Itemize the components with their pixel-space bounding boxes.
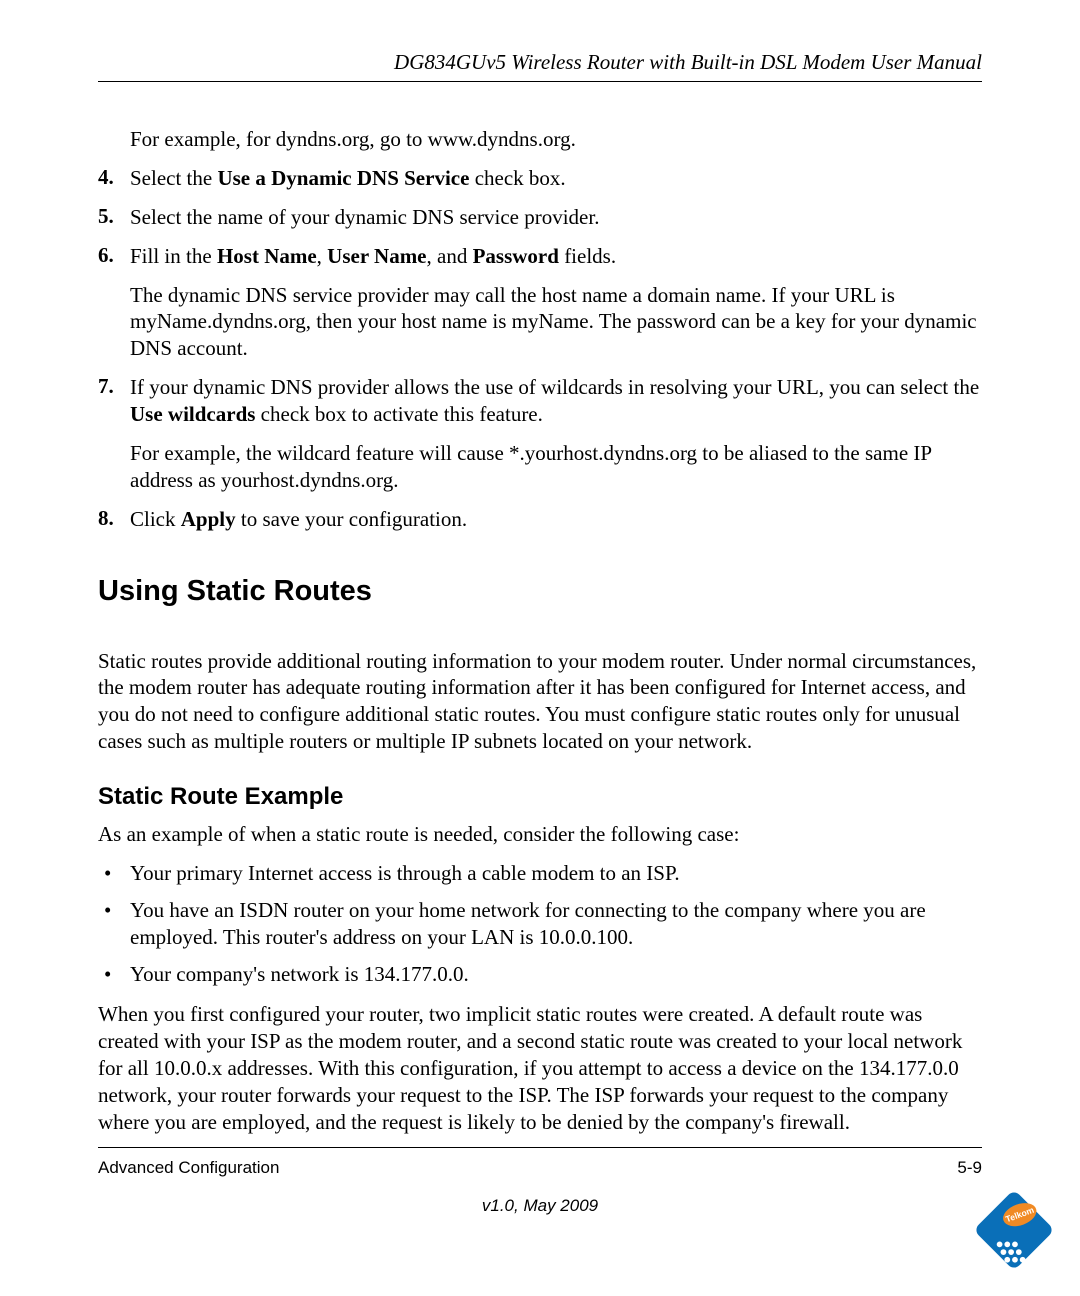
section-paragraph: Static routes provide additional routing… [98, 648, 982, 756]
header-rule [98, 81, 982, 82]
step-item: 7.If your dynamic DNS provider allows th… [98, 374, 982, 494]
bullet-item: •Your primary Internet access is through… [98, 860, 982, 887]
step-item: 8.Click Apply to save your configuration… [98, 506, 982, 533]
subsection-intro: As an example of when a static route is … [98, 821, 982, 848]
intro-paragraph: For example, for dyndns.org, go to www.d… [130, 126, 982, 153]
step-body: Select the Use a Dynamic DNS Service che… [130, 165, 982, 192]
step-number: 4. [98, 165, 130, 190]
step-number: 5. [98, 204, 130, 229]
bullet-marker: • [98, 897, 130, 924]
step-paragraph: Select the name of your dynamic DNS serv… [130, 204, 982, 231]
bullet-item: •Your company's network is 134.177.0.0. [98, 961, 982, 988]
step-body: Click Apply to save your configuration. [130, 506, 982, 533]
footer-left: Advanced Configuration [98, 1158, 279, 1178]
bullet-marker: • [98, 860, 130, 887]
footer-right: 5-9 [957, 1158, 982, 1178]
step-number: 6. [98, 243, 130, 268]
step-number: 7. [98, 374, 130, 399]
numbered-steps: 4.Select the Use a Dynamic DNS Service c… [98, 165, 982, 533]
step-paragraph: For example, the wildcard feature will c… [130, 440, 982, 494]
footer-version: v1.0, May 2009 [98, 1196, 982, 1216]
bullet-item: •You have an ISDN router on your home ne… [98, 897, 982, 951]
step-paragraph: If your dynamic DNS provider allows the … [130, 374, 982, 428]
step-paragraph: The dynamic DNS service provider may cal… [130, 282, 982, 363]
step-item: 4.Select the Use a Dynamic DNS Service c… [98, 165, 982, 192]
step-body: Fill in the Host Name, User Name, and Pa… [130, 243, 982, 363]
bullet-list: •Your primary Internet access is through… [98, 860, 982, 988]
page-footer: Advanced Configuration 5-9 v1.0, May 200… [98, 1147, 982, 1216]
bullet-marker: • [98, 961, 130, 988]
step-paragraph: Select the Use a Dynamic DNS Service che… [130, 165, 982, 192]
bullet-body: Your company's network is 134.177.0.0. [130, 961, 982, 988]
step-item: 5.Select the name of your dynamic DNS se… [98, 204, 982, 231]
step-item: 6.Fill in the Host Name, User Name, and … [98, 243, 982, 363]
step-paragraph: Click Apply to save your configuration. [130, 506, 982, 533]
header-title: DG834GUv5 Wireless Router with Built-in … [98, 50, 982, 75]
section-heading: Using Static Routes [98, 575, 982, 608]
closing-paragraph: When you first configured your router, t… [98, 1001, 982, 1135]
telkom-logo-icon: Telkom [966, 1182, 1062, 1278]
footer-rule [98, 1147, 982, 1148]
bullet-body: You have an ISDN router on your home net… [130, 897, 982, 951]
bullet-body: Your primary Internet access is through … [130, 860, 982, 887]
subsection-heading: Static Route Example [98, 783, 982, 811]
step-body: Select the name of your dynamic DNS serv… [130, 204, 982, 231]
step-body: If your dynamic DNS provider allows the … [130, 374, 982, 494]
step-paragraph: Fill in the Host Name, User Name, and Pa… [130, 243, 982, 270]
step-number: 8. [98, 506, 130, 531]
